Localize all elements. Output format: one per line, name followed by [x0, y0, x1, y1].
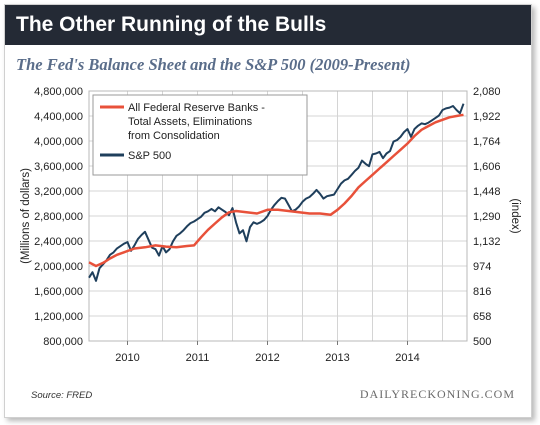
y-right-tick-label: 658 [473, 311, 491, 323]
y-right-tick-label: 1,132 [473, 236, 501, 248]
y-axis-left-title: (Millions of dollars) [20, 168, 32, 264]
x-tick-label: 2013 [325, 352, 349, 364]
legend-box [92, 94, 308, 176]
legend-label-fed-line1: All Federal Reserve Banks - [128, 102, 265, 114]
y-left-tick-label: 2,800,000 [34, 211, 83, 223]
legend-label-fed-line3: from Consolidation [128, 130, 220, 142]
y-right-tick-label: 2,080 [473, 86, 501, 98]
y-left-tick-label: 800,000 [43, 336, 83, 348]
y-left-tick-label: 3,600,000 [34, 161, 83, 173]
right-axis: 2,080 1,922 1,764 1,606 1,448 1,290 1,132 974 81… [473, 86, 501, 348]
y-left-tick-label: 2,400,000 [34, 236, 83, 248]
chart-subtitle: The Fed's Balance Sheet and the S&P 500 … [16, 55, 411, 74]
y-right-tick-label: 1,290 [473, 211, 501, 223]
y-right-tick-label: 1,764 [473, 136, 501, 148]
left-axis: 4,800,000 4,400,000 4,000,000 3,600,000 3,20… [34, 86, 83, 348]
x-tick-label: 2011 [186, 352, 210, 364]
y-right-tick-label: 974 [473, 261, 491, 273]
legend-label-sp500: S&P 500 [128, 150, 171, 162]
x-tick-label: 2012 [255, 352, 279, 364]
y-right-tick-label: 1,448 [473, 186, 501, 198]
y-left-tick-label: 4,400,000 [34, 111, 83, 123]
chart-card: The Other Running of the Bulls The Fed's… [4, 4, 532, 418]
legend: All Federal Reserve Banks - Total Assets… [92, 94, 308, 176]
y-axis-right-title: (index) [509, 198, 521, 233]
y-right-tick-label: 500 [473, 336, 491, 348]
y-left-tick-label: 4,800,000 [34, 86, 83, 98]
source-note: Source: FRED [31, 390, 93, 401]
y-right-tick-label: 816 [473, 286, 491, 298]
series-line-fed [88, 113, 464, 268]
y-left-tick-label: 1,200,000 [34, 311, 83, 323]
x-tick-label: 2014 [395, 352, 419, 364]
chart-svg: 4,800,000 4,400,000 4,000,000 3,600,000 3,20… [20, 86, 521, 364]
page-title: The Other Running of the Bulls [5, 5, 531, 45]
y-left-tick-label: 3,200,000 [34, 186, 83, 198]
y-left-tick-label: 2,000,000 [34, 261, 83, 273]
y-left-tick-label: 4,000,000 [34, 136, 83, 148]
y-right-tick-label: 1,606 [473, 161, 501, 173]
y-left-tick-label: 1,600,000 [34, 286, 83, 298]
brand-wordmark: DAILYRECKONING.COM [359, 387, 515, 401]
y-right-tick-label: 1,922 [473, 111, 501, 123]
x-tick-label: 2010 [115, 352, 139, 364]
plot-frame [88, 90, 468, 342]
x-axis: 2010 2011 2012 2013 2014 [115, 341, 420, 364]
legend-label-fed-line2: Total Assets, Eliminations [128, 116, 253, 128]
